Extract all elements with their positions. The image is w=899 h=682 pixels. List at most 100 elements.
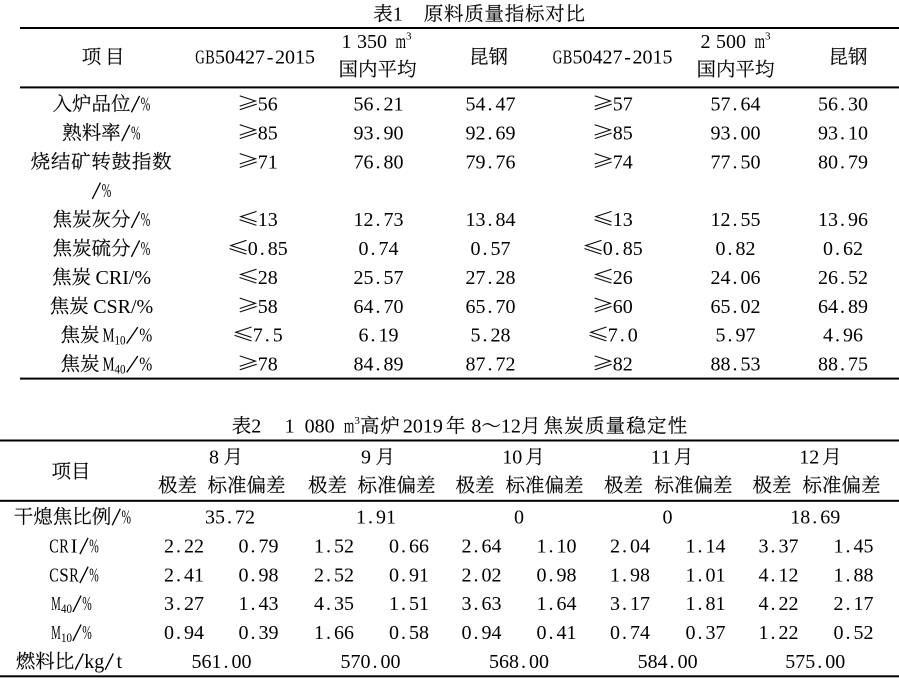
svg-text:2: 2: [492, 564, 502, 586]
svg-text:8: 8: [258, 122, 268, 144]
svg-text:.: .: [549, 564, 554, 586]
svg-text:1: 1: [393, 4, 403, 26]
svg-text:.: .: [733, 296, 738, 318]
svg-text:10: 10: [61, 630, 72, 645]
svg-text:0: 0: [741, 122, 751, 144]
svg-text:9: 9: [376, 506, 386, 528]
svg-text:.: .: [265, 325, 270, 347]
svg-text:2: 2: [164, 535, 174, 557]
svg-text:8: 8: [209, 447, 219, 469]
svg-text:9: 9: [409, 564, 419, 586]
svg-text:.: .: [474, 564, 479, 586]
svg-text:5: 5: [471, 325, 481, 347]
svg-text:2: 2: [164, 564, 174, 586]
svg-text:9: 9: [394, 354, 404, 376]
svg-text:0: 0: [628, 325, 638, 347]
svg-text:9: 9: [384, 122, 394, 144]
svg-text:I: I: [71, 535, 78, 557]
svg-text:0: 0: [537, 622, 547, 644]
svg-text:8: 8: [818, 354, 828, 376]
svg-text:.: .: [326, 622, 331, 644]
svg-text:7: 7: [384, 209, 394, 231]
svg-text:8: 8: [466, 354, 476, 376]
svg-text:1: 1: [759, 622, 769, 644]
svg-text:7: 7: [466, 151, 476, 173]
svg-text:6: 6: [751, 267, 761, 289]
svg-text:6: 6: [354, 296, 364, 318]
svg-text:0: 0: [825, 651, 835, 673]
svg-text:8: 8: [269, 564, 279, 586]
svg-text:4: 4: [721, 267, 731, 289]
svg-text:8: 8: [818, 151, 828, 173]
svg-text:5: 5: [638, 651, 648, 673]
svg-text:0: 0: [359, 238, 369, 260]
svg-text:.: .: [840, 151, 845, 173]
svg-text:7: 7: [640, 593, 650, 615]
svg-text:7: 7: [384, 296, 394, 318]
svg-text:4: 4: [389, 238, 399, 260]
svg-text:6: 6: [409, 535, 419, 557]
svg-text:.: .: [698, 622, 703, 644]
svg-text:.: .: [176, 622, 181, 644]
svg-text:3: 3: [779, 535, 789, 557]
svg-text:.: .: [401, 593, 406, 615]
svg-text:4: 4: [184, 564, 194, 586]
svg-text:%: %: [139, 354, 152, 376]
svg-text:1: 1: [686, 564, 696, 586]
svg-text:0: 0: [688, 651, 698, 673]
svg-text:7: 7: [746, 325, 756, 347]
svg-text:2: 2: [809, 447, 819, 469]
svg-text:6: 6: [268, 94, 278, 116]
svg-text:2: 2: [462, 564, 472, 586]
svg-text:.: .: [474, 593, 479, 615]
svg-text:5: 5: [344, 593, 354, 615]
svg-text:.: .: [549, 622, 554, 644]
svg-text:5: 5: [741, 354, 751, 376]
svg-text:0: 0: [835, 651, 845, 673]
svg-text:4: 4: [640, 535, 650, 557]
svg-text:0: 0: [512, 447, 522, 469]
svg-text:9: 9: [433, 416, 443, 438]
svg-text:5: 5: [489, 651, 499, 673]
svg-text:1: 1: [502, 447, 512, 469]
svg-text:7: 7: [789, 535, 799, 557]
svg-text:1: 1: [854, 593, 864, 615]
svg-text:5: 5: [192, 651, 202, 673]
svg-text:9: 9: [482, 622, 492, 644]
svg-text:0: 0: [529, 651, 539, 673]
svg-text:.: .: [368, 506, 373, 528]
svg-text:2: 2: [511, 416, 521, 438]
svg-text:1: 1: [848, 122, 858, 144]
svg-text:6: 6: [359, 325, 369, 347]
svg-text:4: 4: [492, 622, 502, 644]
svg-text:9: 9: [466, 122, 476, 144]
svg-text:4: 4: [828, 296, 838, 318]
svg-text:.: .: [846, 564, 851, 586]
svg-text:0: 0: [858, 94, 868, 116]
svg-text:1: 1: [212, 651, 222, 673]
svg-text:9: 9: [476, 151, 486, 173]
svg-text:5: 5: [273, 325, 283, 347]
svg-text:0: 0: [239, 564, 249, 586]
svg-text:8: 8: [706, 593, 716, 615]
svg-text:8: 8: [711, 354, 721, 376]
svg-text:3: 3: [721, 122, 731, 144]
svg-text:.: .: [622, 564, 627, 586]
svg-text:.: .: [488, 267, 493, 289]
svg-text:9: 9: [848, 209, 858, 231]
svg-text:.: .: [698, 535, 703, 557]
svg-text:4: 4: [759, 564, 769, 586]
svg-text:.: .: [376, 122, 381, 144]
svg-text:7: 7: [721, 94, 731, 116]
svg-text:2: 2: [789, 564, 799, 586]
svg-text:5: 5: [848, 267, 858, 289]
svg-text:0: 0: [462, 622, 472, 644]
svg-text:0: 0: [623, 296, 633, 318]
svg-text:2: 2: [184, 593, 194, 615]
svg-text:%: %: [82, 593, 92, 615]
svg-text:S: S: [59, 564, 68, 586]
svg-text:5: 5: [384, 267, 394, 289]
svg-text:8: 8: [613, 122, 623, 144]
svg-text:1: 1: [239, 593, 249, 615]
svg-text:.: .: [401, 622, 406, 644]
